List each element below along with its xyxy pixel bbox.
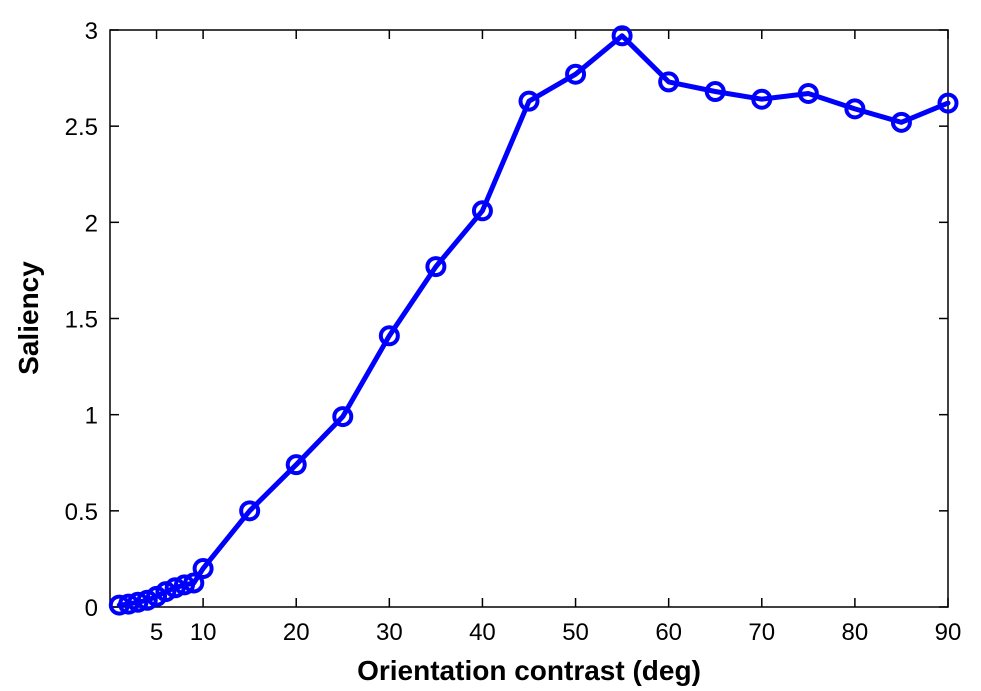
data-point-marker [844, 98, 866, 120]
x-tick-label: 70 [748, 619, 775, 646]
data-point-marker [164, 577, 186, 599]
x-tick-label: 60 [655, 619, 682, 646]
x-tick-label: 10 [190, 619, 217, 646]
y-tick-label: 1.5 [65, 307, 98, 334]
y-tick-label: 1 [85, 403, 98, 430]
series-layer [108, 25, 959, 616]
data-point-marker [118, 593, 140, 615]
data-point-marker [239, 500, 261, 522]
x-tick-label: 5 [150, 619, 163, 646]
data-point-marker [285, 454, 307, 476]
data-point-marker [890, 111, 912, 133]
x-axis-title: Orientation contrast (deg) [357, 655, 701, 686]
data-point-marker [425, 256, 447, 278]
data-point-marker [173, 574, 195, 596]
data-point-marker [332, 406, 354, 428]
x-tick-label: 40 [469, 619, 496, 646]
y-tick-label: 2.5 [65, 114, 98, 141]
x-tick-label: 20 [283, 619, 310, 646]
data-point-marker [518, 90, 540, 112]
y-axis-ticks: 0 0.5 1 1.5 2 2.5 3 [65, 18, 948, 622]
data-point-marker [565, 63, 587, 85]
y-axis-title: Saliency [13, 261, 44, 375]
plot-area-box [109, 29, 949, 608]
data-point-marker [937, 92, 959, 114]
x-tick-label: 50 [562, 619, 589, 646]
data-point-marker [127, 591, 149, 613]
x-tick-label: 80 [842, 619, 869, 646]
data-point-marker [192, 558, 214, 580]
x-axis-ticks: 5 10 20 30 40 50 60 70 80 90 [150, 30, 961, 646]
data-point-marker [704, 81, 726, 103]
x-tick-label: 30 [376, 619, 403, 646]
data-point-marker [183, 572, 205, 594]
x-tick-label: 90 [935, 619, 962, 646]
y-tick-label: 0 [85, 595, 98, 622]
data-point-marker [797, 82, 819, 104]
y-tick-label: 3 [85, 18, 98, 45]
data-point-marker [611, 25, 633, 47]
data-point-marker [658, 71, 680, 93]
data-point-marker [108, 594, 130, 616]
y-tick-label: 0.5 [65, 499, 98, 526]
data-point-marker [751, 88, 773, 110]
data-point-marker [471, 200, 493, 222]
data-point-marker [378, 325, 400, 347]
y-tick-label: 2 [85, 210, 98, 237]
